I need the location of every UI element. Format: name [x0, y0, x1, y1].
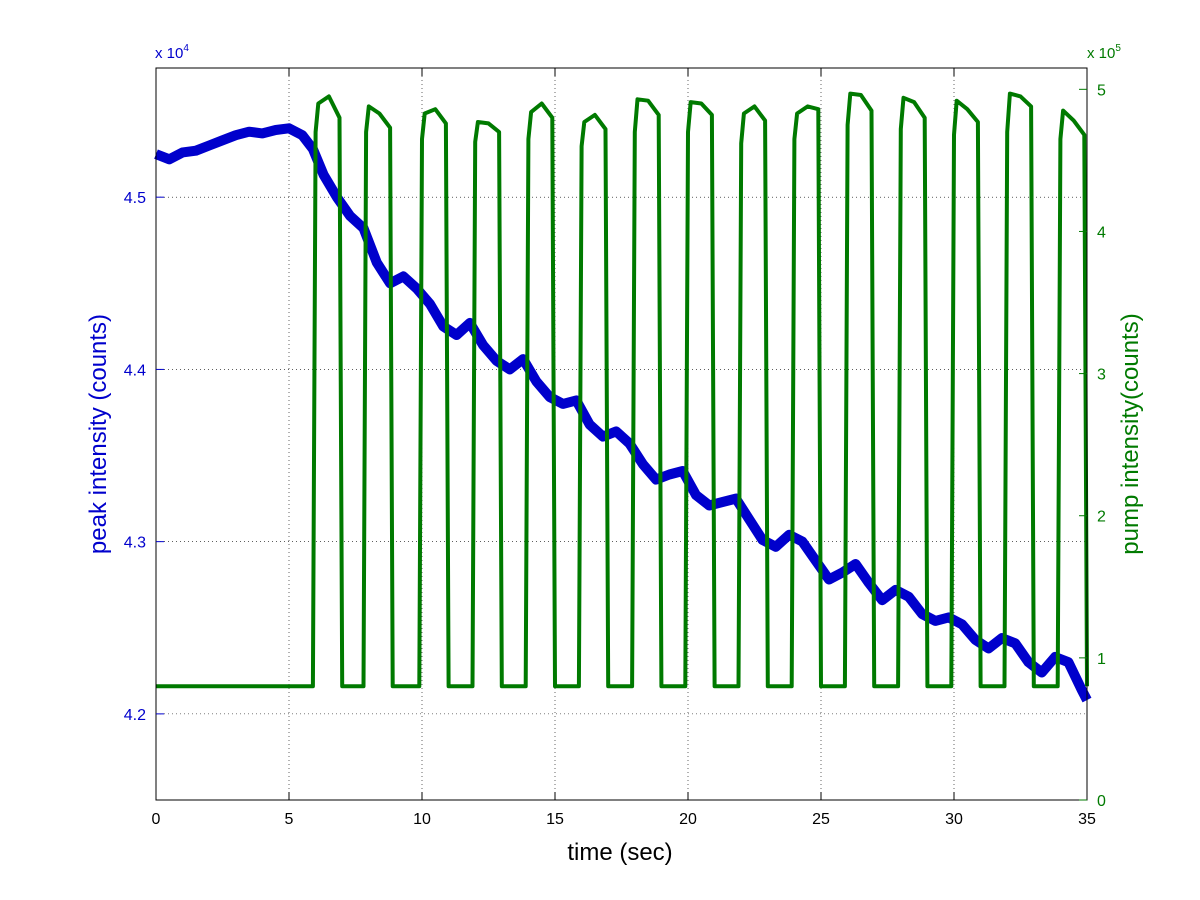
right-y-tick-label: 5 [1097, 82, 1106, 99]
left-y-tick-label: 4.4 [124, 362, 146, 379]
left-y-tick-label: 4.3 [124, 535, 146, 552]
left-y-tick-label: 4.5 [124, 190, 146, 207]
left-exponent-power: 4 [183, 43, 189, 54]
x-tick-label: 30 [945, 811, 963, 828]
right-y-tick-label: 1 [1097, 651, 1106, 668]
left-exponent-base: x 10 [155, 45, 183, 62]
left-axis-exponent: x 104 [155, 43, 189, 62]
plot-frame [155, 67, 1088, 801]
x-tick-label: 25 [812, 811, 830, 828]
x-tick-label: 0 [152, 811, 161, 828]
right-y-tick-label: 3 [1097, 367, 1106, 384]
x-axis-ticks: 0 5 10 15 20 25 30 35 [152, 68, 1096, 828]
right-exponent-power: 5 [1115, 43, 1121, 54]
right-y-tick-label: 4 [1097, 224, 1106, 241]
right-y-axis-ticks: 0 1 2 3 4 5 [1079, 82, 1106, 810]
x-tick-label: 5 [285, 811, 294, 828]
x-tick-label: 20 [679, 811, 697, 828]
right-y-tick-label: 2 [1097, 509, 1106, 526]
pump-intensity-series [156, 91, 1089, 689]
left-y-tick-label: 4.2 [124, 707, 146, 724]
right-exponent-base: x 10 [1087, 45, 1115, 62]
right-axis-exponent: x 105 [1087, 43, 1121, 62]
series-layer [154, 91, 1092, 703]
left-y-axis-label: peak intensity (counts) [85, 314, 112, 554]
x-tick-label: 10 [413, 811, 431, 828]
x-tick-label: 15 [546, 811, 564, 828]
x-tick-label: 35 [1078, 811, 1096, 828]
right-y-tick-label: 0 [1097, 793, 1106, 810]
left-y-axis-ticks: 4.2 4.3 4.4 4.5 [124, 190, 164, 724]
right-y-axis-label: pump intensity(counts) [1117, 313, 1144, 554]
x-axis-label: time (sec) [567, 839, 672, 866]
peak-intensity-series [154, 123, 1092, 703]
